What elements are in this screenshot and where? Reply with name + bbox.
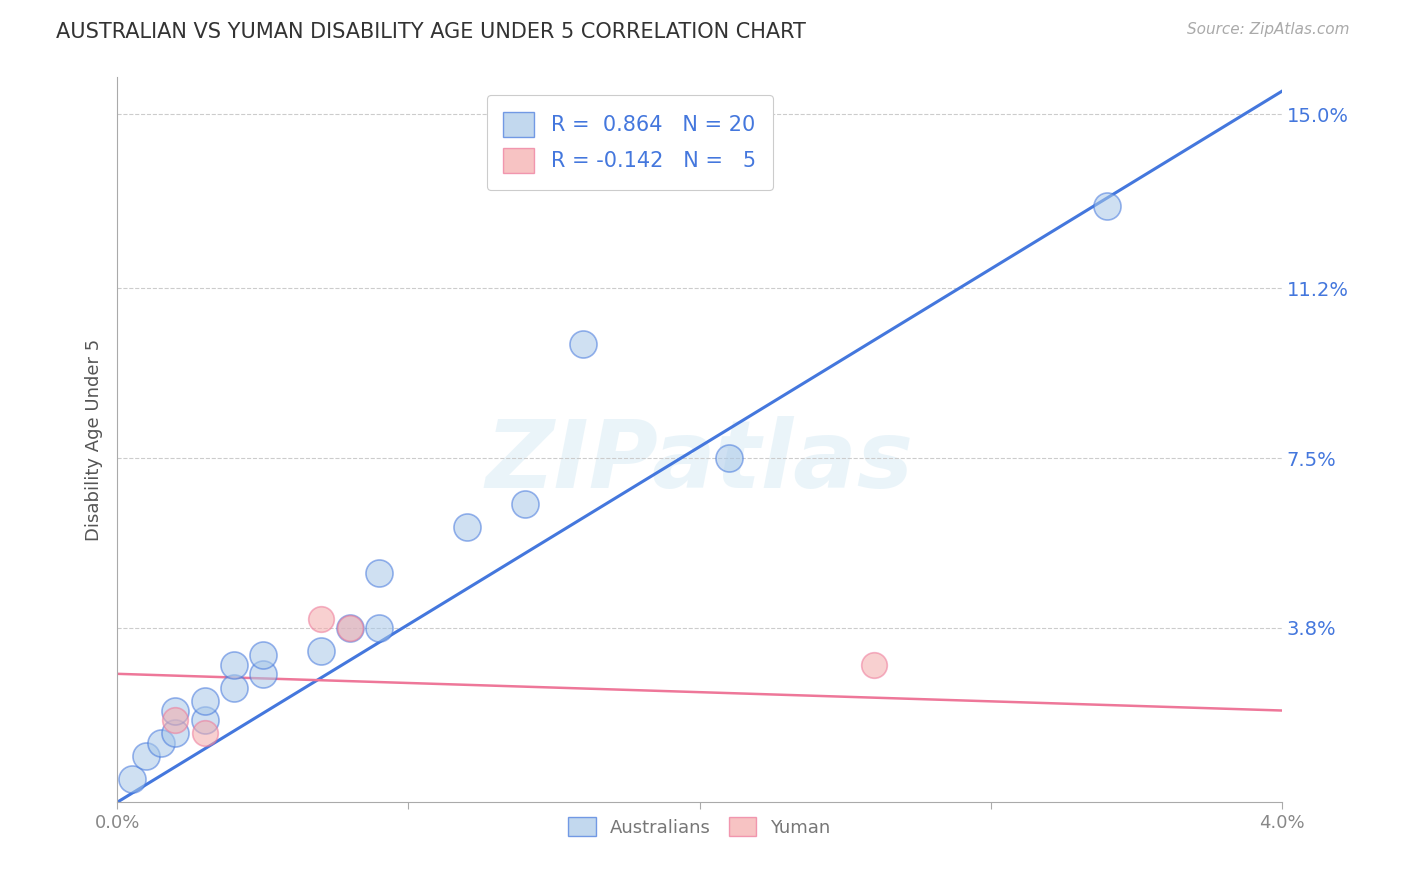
- Point: [456, 520, 478, 534]
- Point: [717, 451, 740, 466]
- Point: [368, 566, 391, 580]
- Point: [193, 713, 215, 727]
- Point: [309, 644, 332, 658]
- Point: [309, 612, 332, 626]
- Point: [165, 704, 187, 718]
- Text: AUSTRALIAN VS YUMAN DISABILITY AGE UNDER 5 CORRELATION CHART: AUSTRALIAN VS YUMAN DISABILITY AGE UNDER…: [56, 22, 806, 42]
- Point: [339, 621, 361, 635]
- Point: [193, 726, 215, 740]
- Point: [193, 694, 215, 708]
- Point: [513, 497, 536, 511]
- Point: [339, 621, 361, 635]
- Point: [165, 713, 187, 727]
- Y-axis label: Disability Age Under 5: Disability Age Under 5: [86, 339, 103, 541]
- Point: [222, 657, 245, 672]
- Point: [135, 749, 157, 764]
- Text: ZIPatlas: ZIPatlas: [485, 416, 914, 508]
- Point: [863, 657, 886, 672]
- Point: [1097, 199, 1119, 213]
- Point: [165, 726, 187, 740]
- Legend: Australians, Yuman: Australians, Yuman: [561, 810, 838, 844]
- Point: [252, 666, 274, 681]
- Point: [121, 772, 143, 787]
- Point: [149, 736, 172, 750]
- Point: [252, 648, 274, 663]
- Point: [368, 621, 391, 635]
- Text: Source: ZipAtlas.com: Source: ZipAtlas.com: [1187, 22, 1350, 37]
- Point: [572, 336, 595, 351]
- Point: [222, 681, 245, 695]
